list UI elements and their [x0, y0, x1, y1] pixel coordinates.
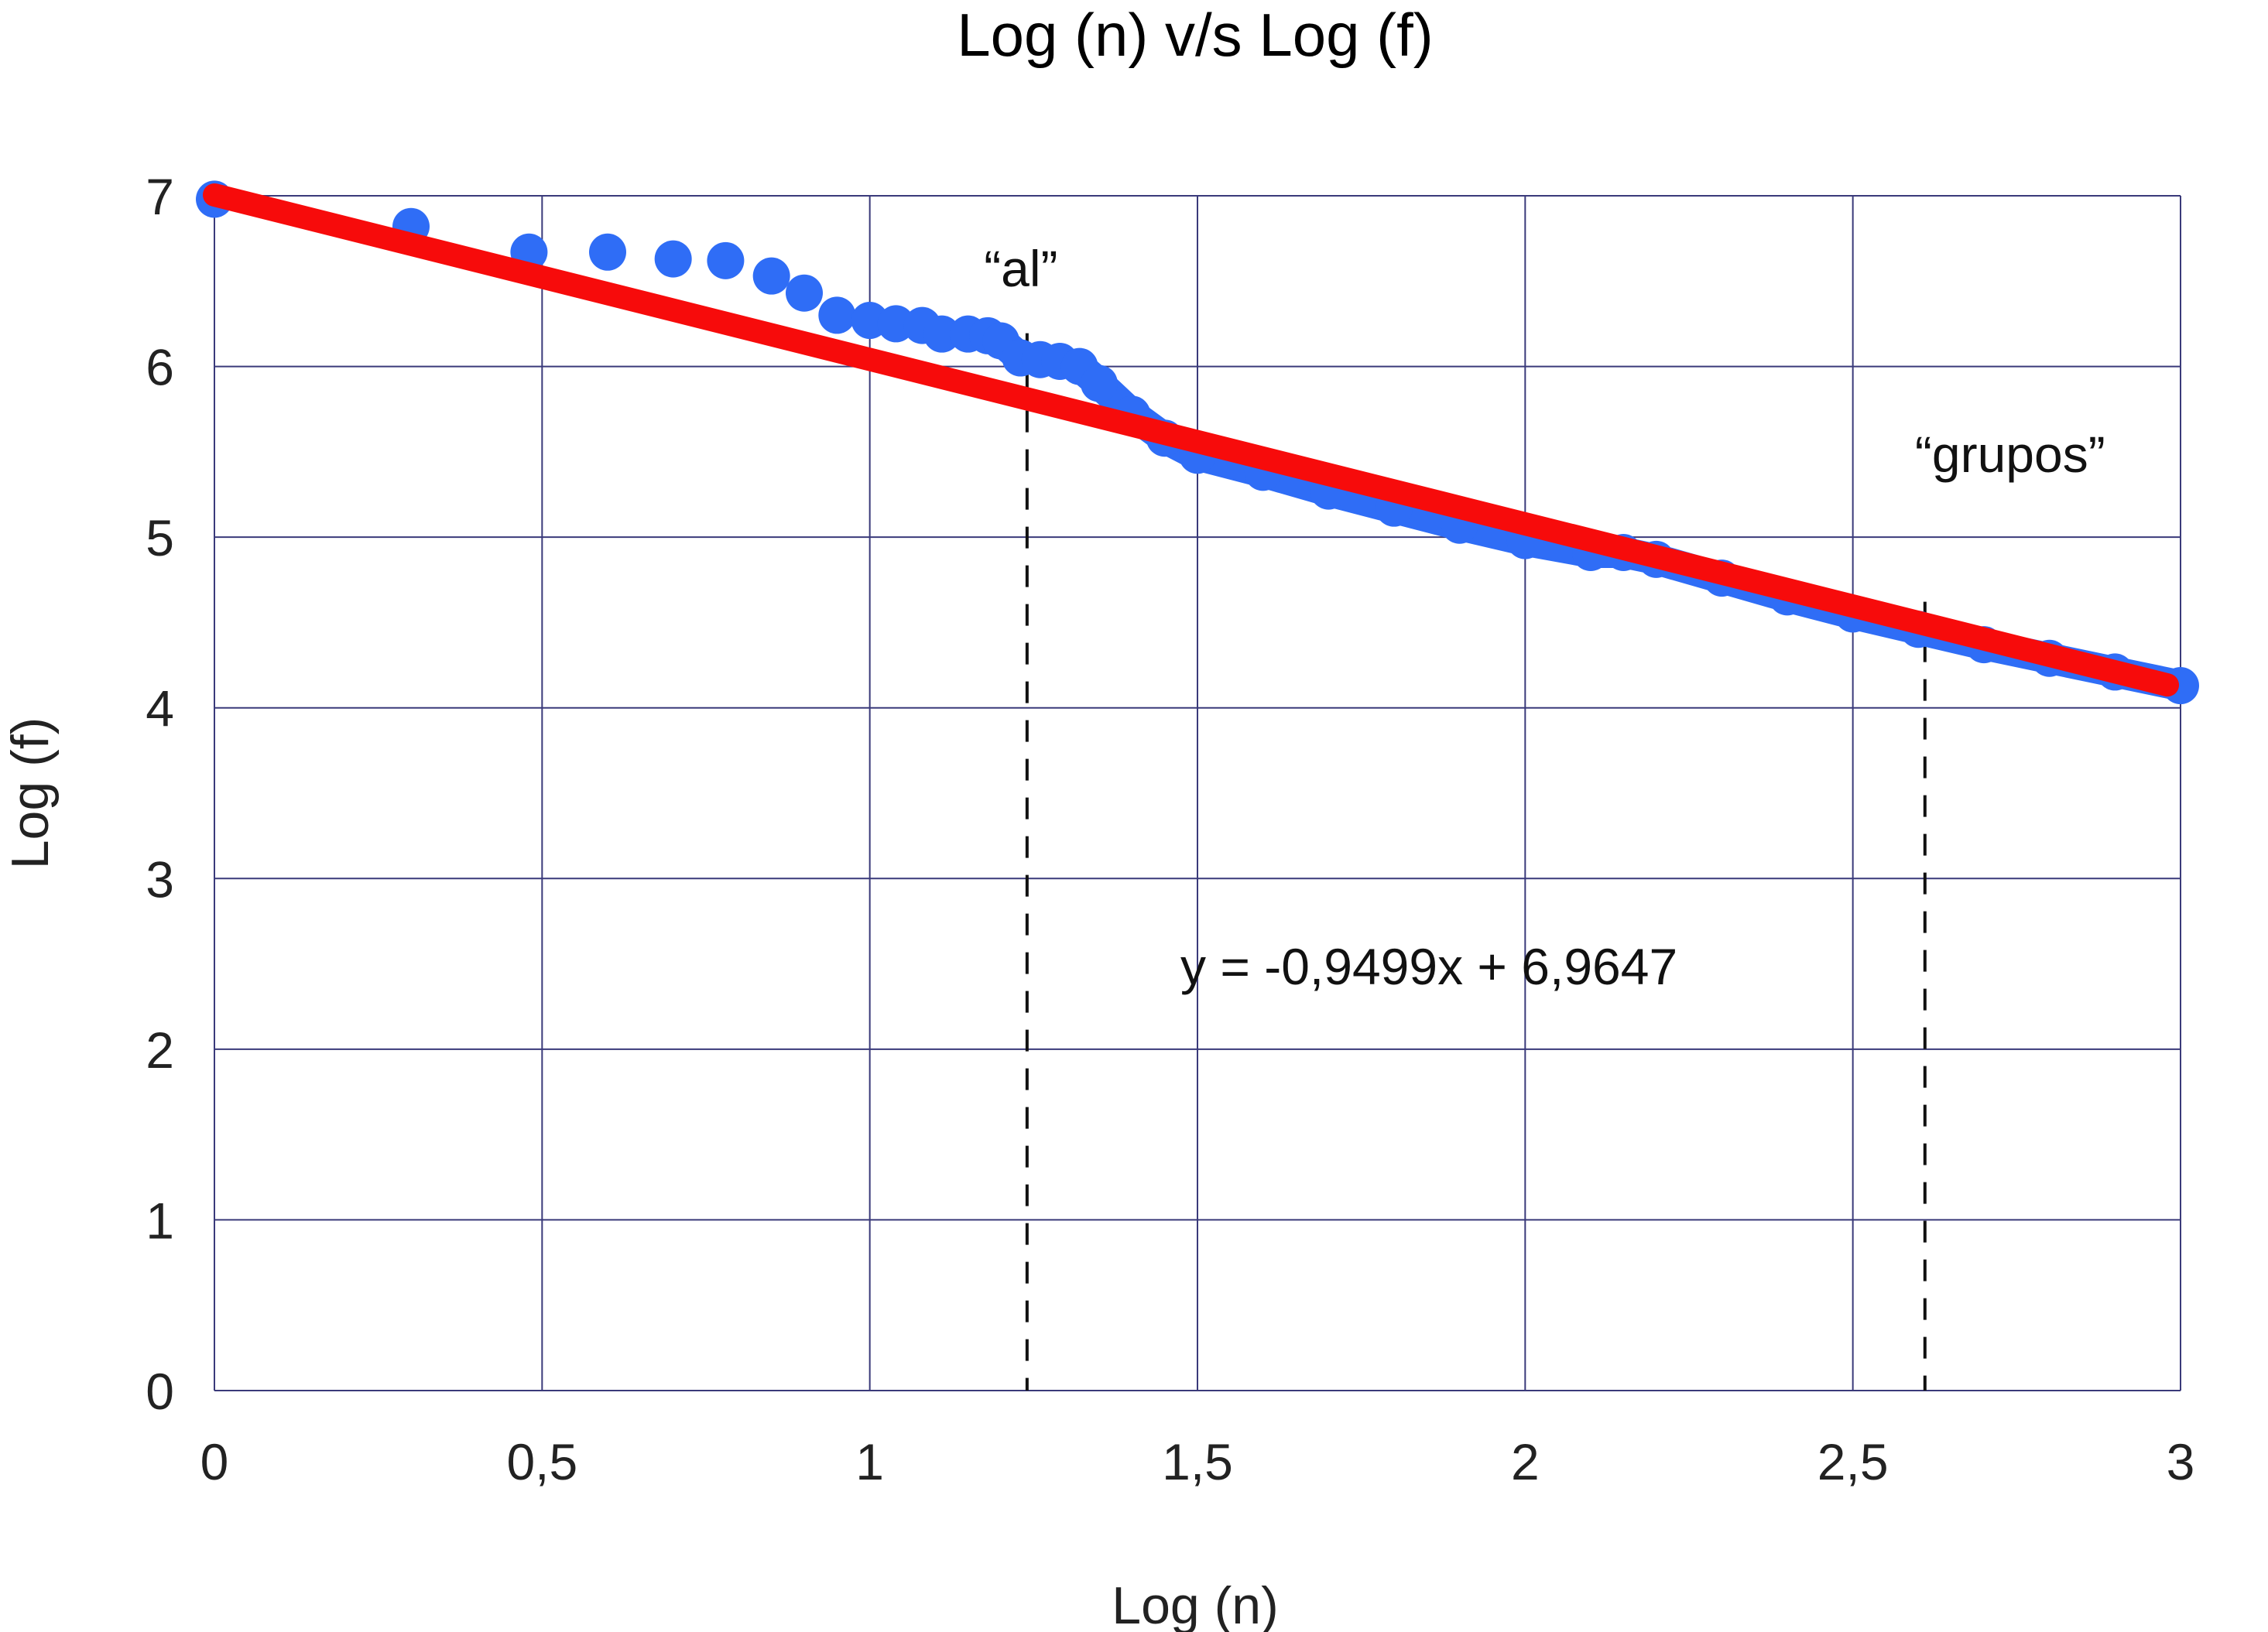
y-tick-labels: 0 1 2 3 4 5 6 7 — [146, 168, 174, 1420]
y-tick-label: 5 — [146, 509, 174, 566]
data-point — [654, 240, 692, 278]
y-tick-label: 3 — [146, 850, 174, 908]
data-point — [707, 241, 745, 279]
trendline — [203, 183, 2180, 697]
data-point — [752, 257, 790, 295]
chart-title: Log (n) v/s Log (f) — [957, 1, 1434, 69]
data-point — [589, 233, 626, 271]
x-tick-label: 0 — [200, 1433, 229, 1490]
y-tick-label: 2 — [146, 1021, 174, 1079]
y-tick-label: 0 — [146, 1363, 174, 1420]
y-axis-label: Log (f) — [1, 717, 60, 870]
x-tick-label: 1,5 — [1162, 1433, 1233, 1490]
annotation-label: “grupos” — [1915, 426, 2105, 483]
data-point — [818, 296, 856, 334]
y-tick-label: 6 — [146, 339, 174, 396]
x-tick-label: 2 — [1511, 1433, 1540, 1490]
trendline-line — [203, 183, 2180, 697]
annotation-label: “al” — [984, 240, 1057, 297]
x-tick-labels: 0 0,5 1 1,5 2 2,5 3 — [200, 1433, 2195, 1490]
data-point — [786, 274, 823, 312]
x-tick-label: 2,5 — [1817, 1433, 1889, 1490]
data-point — [923, 315, 961, 353]
y-tick-label: 7 — [146, 168, 174, 225]
y-tick-label: 4 — [146, 680, 174, 737]
data-point — [1081, 364, 1118, 402]
annotation-lines: “al” “grupos” — [984, 240, 2105, 1391]
x-tick-label: 0,5 — [506, 1433, 577, 1490]
x-tick-label: 1 — [855, 1433, 884, 1490]
trendline-equation: y = -0,9499x + 6,9647 — [1180, 938, 1677, 995]
x-tick-label: 3 — [2167, 1433, 2195, 1490]
y-tick-label: 1 — [146, 1192, 174, 1249]
x-axis-label: Log (n) — [1112, 1576, 1278, 1632]
gridlines — [214, 195, 2181, 1391]
